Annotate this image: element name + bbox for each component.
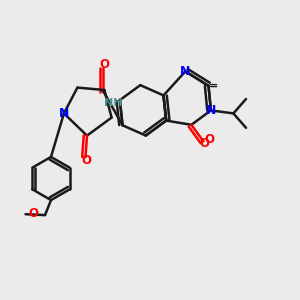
Text: O: O: [200, 136, 210, 150]
Text: O: O: [81, 154, 92, 167]
Text: O: O: [28, 207, 38, 220]
Text: O: O: [204, 133, 214, 146]
Text: =: =: [209, 81, 218, 91]
Text: N: N: [206, 104, 216, 117]
Text: NH: NH: [104, 98, 122, 108]
Text: O: O: [99, 58, 110, 71]
Text: N: N: [59, 107, 69, 120]
Text: N: N: [180, 65, 190, 78]
